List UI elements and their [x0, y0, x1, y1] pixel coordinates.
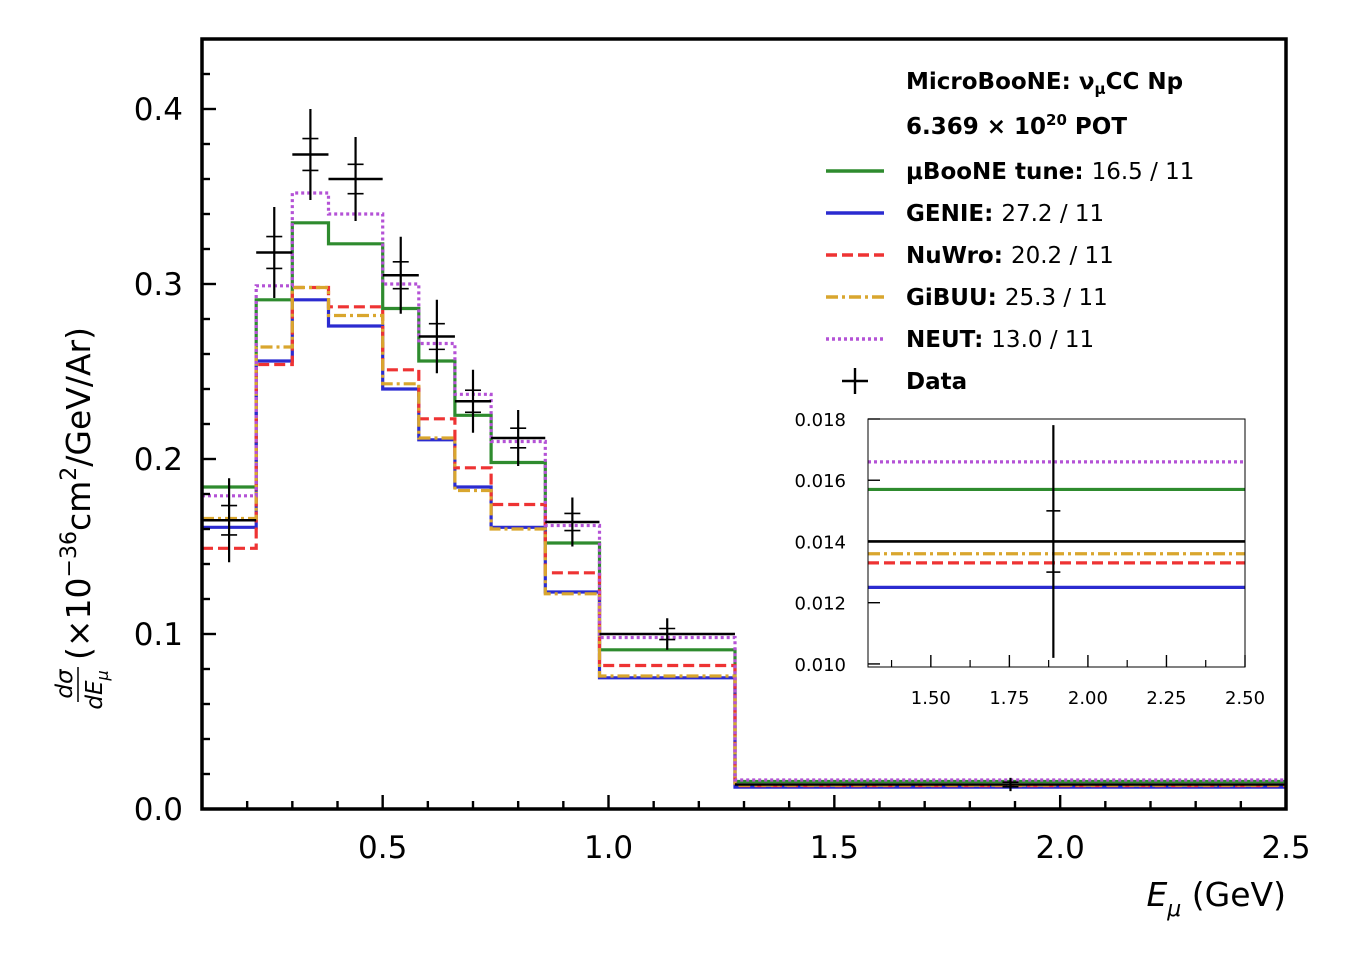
data-point — [599, 618, 735, 650]
x-axis-label: Eμ (GeV) — [1146, 875, 1286, 922]
legend: MicroBooNE: νμCC Np 6.369 × 1020 POT μBo… — [826, 69, 1194, 395]
y-axis-label-main: (×10−36cm2/GeV/Ar) — [57, 327, 98, 660]
inset-y-tick-label: 0.018 — [794, 410, 846, 431]
x-tick-label: 1.0 — [584, 830, 633, 866]
legend-entry-genie: GENIE: 27.2 / 11 — [826, 201, 1104, 227]
inset-frame — [867, 418, 1246, 668]
y-tick-label: 0.4 — [134, 92, 183, 128]
legend-experiment-label: MicroBooNE: νμCC Np — [906, 69, 1183, 98]
legend-colon: : — [974, 327, 991, 353]
legend-chi2: 25.3 / 11 — [1005, 285, 1108, 311]
data-point — [545, 497, 600, 547]
data-point — [328, 137, 383, 221]
legend-label-data: Data — [906, 369, 967, 395]
legend-entry-gibuu: GiBUU: 25.3 / 11 — [826, 285, 1108, 311]
legend-entry-neut: NEUT: 13.0 / 11 — [826, 327, 1094, 353]
legend-label: GENIE: 27.2 / 11 — [906, 201, 1104, 227]
data-point — [382, 236, 419, 314]
y-axis-label: dσ dEμ (×10−36cm2/GeV/Ar) — [52, 327, 112, 710]
y-tick-label: 0.3 — [134, 267, 183, 303]
legend-label: μBooNE tune: 16.5 / 11 — [906, 159, 1194, 185]
y-axis-label-denominator: dEμ — [82, 670, 112, 709]
legend-pot-label: 6.369 × 1020 POT — [906, 111, 1127, 140]
data-point — [292, 109, 329, 200]
inset-y-tick-label: 0.014 — [794, 532, 846, 553]
y-tick-label: 0.0 — [134, 792, 183, 828]
inset-y-tick-label: 0.016 — [794, 471, 846, 492]
legend-series-name: GiBUU — [906, 285, 988, 311]
inset-x-tick-label: 1.50 — [911, 688, 951, 709]
inset-background — [868, 419, 1245, 667]
legend-chi2: 16.5 / 11 — [1092, 159, 1195, 185]
y-tick-label: 0.1 — [134, 617, 183, 653]
legend-series-name: μBooNE tune — [906, 159, 1074, 185]
series-line-neut — [202, 191, 1286, 782]
legend-series-name: NEUT — [906, 327, 976, 353]
inset-series-layer — [868, 460, 1245, 589]
x-tick-label: 0.5 — [358, 830, 407, 866]
legend-entry-data: Data — [842, 368, 967, 395]
inset-data-point — [868, 425, 1245, 658]
y-tick-label: 0.2 — [134, 442, 183, 478]
legend-series-name: NuWro — [906, 243, 994, 269]
y-axis-label-numerator: dσ — [52, 668, 78, 699]
x-tick-label: 2.5 — [1261, 830, 1310, 866]
legend-colon: : — [994, 243, 1011, 269]
data-point — [256, 207, 293, 298]
inset-x-tick-labels: 1.50 1.75 2.00 2.25 2.50 — [911, 688, 1265, 709]
legend-colon: : — [1074, 159, 1091, 185]
legend-entry-nuwro: NuWro: 20.2 / 11 — [826, 243, 1114, 269]
inset-data-layer — [868, 425, 1245, 658]
plot-frame — [200, 37, 1288, 811]
inset-plot: 1.50 1.75 2.00 2.25 2.50 0.0100.0120.0140.01… — [794, 410, 1265, 709]
data-point — [202, 478, 257, 563]
inset-y-tick-labels: 0.010 0.012 0.014 0.016 0.018 — [794, 410, 846, 676]
legend-series-name: GENIE — [906, 201, 984, 227]
data-point — [454, 369, 492, 433]
inset-x-tick-label: 2.00 — [1068, 688, 1108, 709]
data-point — [491, 410, 546, 466]
legend-colon: : — [984, 201, 1001, 227]
legend-label: NEUT: 13.0 / 11 — [906, 327, 1094, 353]
data-point — [734, 777, 1286, 792]
legend-chi2: 13.0 / 11 — [991, 327, 1094, 353]
legend-label: GiBUU: 25.3 / 11 — [906, 285, 1108, 311]
data-points-layer — [202, 109, 1286, 792]
legend-chi2: 20.2 / 11 — [1011, 243, 1114, 269]
inset-x-tick-label: 2.50 — [1225, 688, 1265, 709]
inset-x-tick-label: 2.25 — [1146, 688, 1186, 709]
legend-entries: μBooNE tune: 16.5 / 11 GENIE: 27.2 / 11 Nu… — [826, 159, 1194, 395]
data-point — [418, 299, 455, 374]
inset-y-tick-label: 0.012 — [794, 594, 846, 615]
legend-colon: : — [988, 285, 1005, 311]
inset-y-tick-label: 0.010 — [794, 655, 846, 676]
legend-label: NuWro: 20.2 / 11 — [906, 243, 1114, 269]
plot-area — [200, 37, 1288, 811]
legend-chi2: 27.2 / 11 — [1001, 201, 1104, 227]
x-tick-label: 1.5 — [810, 830, 859, 866]
y-tick-labels: 0.0 0.1 0.2 0.3 0.4 — [134, 92, 183, 828]
x-tick-label: 2.0 — [1036, 830, 1085, 866]
inset-x-tick-label: 1.75 — [989, 688, 1029, 709]
legend-entry-boone-tune: μBooNE tune: 16.5 / 11 — [826, 159, 1194, 185]
x-tick-labels: 0.5 1.0 1.5 2.0 2.5 — [358, 830, 1311, 866]
